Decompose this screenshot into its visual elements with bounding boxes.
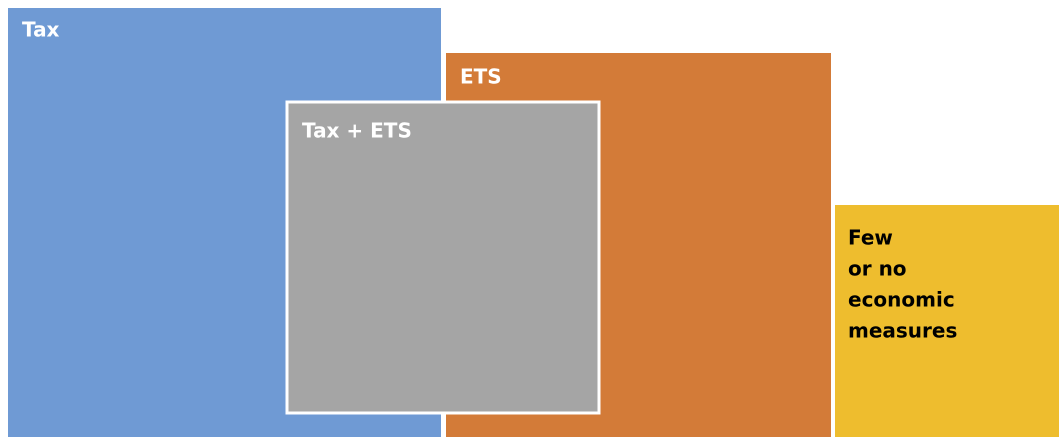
few-label-line: Few: [848, 226, 893, 250]
few-label-line: economic: [848, 288, 955, 312]
few-label-line: or no: [848, 257, 907, 281]
tax-ets-label: Tax + ETS: [302, 119, 412, 143]
few-label-line: measures: [848, 319, 957, 343]
tax-ets-box: [285, 100, 601, 415]
ets-label: ETS: [460, 65, 502, 89]
few-measures-box: [835, 205, 1059, 437]
tax-label: Tax: [22, 18, 60, 42]
